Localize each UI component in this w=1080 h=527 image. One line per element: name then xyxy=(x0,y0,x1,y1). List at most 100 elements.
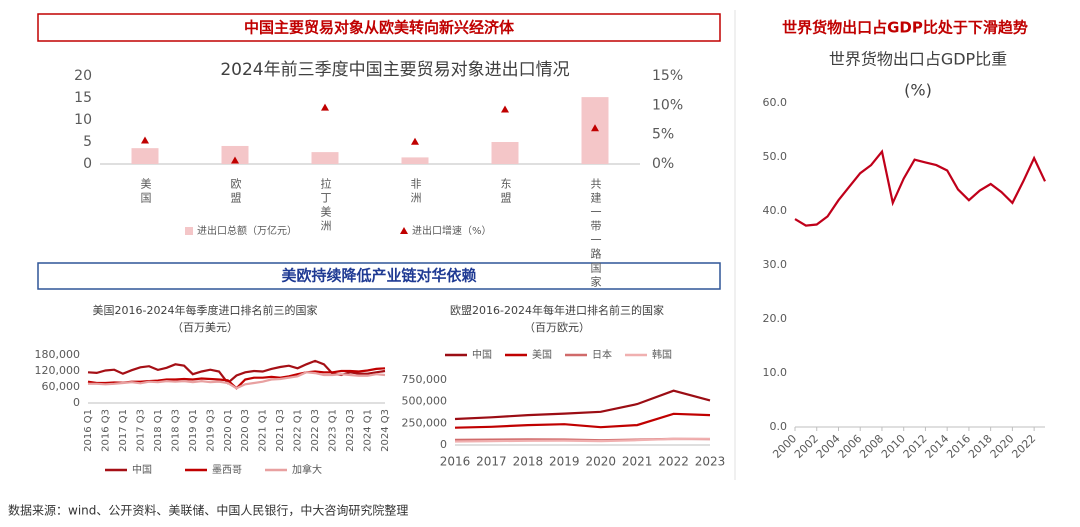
marker xyxy=(501,105,509,113)
legend-swatch xyxy=(185,227,193,235)
x-tick-label: 2023 Q1 xyxy=(328,409,339,452)
x-tick-label: 2020 xyxy=(988,432,1017,461)
bar xyxy=(401,157,429,164)
y-tick-label: 20 xyxy=(74,68,92,84)
y2-tick-label: 10% xyxy=(652,97,683,113)
legend-label: 中国 xyxy=(132,463,152,476)
marker xyxy=(411,137,419,145)
chart-title: 世界货物出口占GDP比重 xyxy=(829,50,1007,69)
x-tick-label: 2000 xyxy=(770,432,799,461)
legend-label: 日本 xyxy=(592,348,612,361)
chart-subtitle: (%) xyxy=(904,81,932,100)
bar xyxy=(491,142,519,164)
x-tick-label: 共建一带一路国家 xyxy=(589,178,602,290)
header: 世界货物出口占GDP比处于下滑趋势 xyxy=(782,19,1028,37)
marker xyxy=(231,156,239,164)
legend-label: 加拿大 xyxy=(292,463,322,476)
y2-tick-label: 5% xyxy=(652,127,674,143)
x-tick-label: 2018 xyxy=(966,432,995,461)
x-tick-label: 2024 Q3 xyxy=(380,409,391,452)
x-tick-label: 2020 Q1 xyxy=(223,409,234,452)
x-tick-label: 2019 Q3 xyxy=(205,409,216,452)
x-tick-label: 2018 Q3 xyxy=(170,409,181,452)
y-tick-label: 60.0 xyxy=(763,96,788,109)
x-tick-label: 2021 Q1 xyxy=(258,409,269,452)
legend-label: 进出口总额（万亿元） xyxy=(197,224,297,237)
y2-tick-label: 0% xyxy=(652,156,674,172)
x-tick-label: 美国 xyxy=(139,178,152,206)
x-tick-label: 2010 xyxy=(879,432,908,461)
x-tick-label: 2022 Q3 xyxy=(310,409,321,452)
y-tick-label: 10.0 xyxy=(763,366,788,379)
x-tick-label: 2020 Q3 xyxy=(240,409,251,452)
legend-label: 美国 xyxy=(532,348,552,361)
bar xyxy=(221,145,249,164)
marker xyxy=(141,136,149,144)
x-tick-label: 2019 xyxy=(549,455,580,469)
x-tick-label: 2023 xyxy=(695,455,726,469)
line xyxy=(87,367,386,390)
chart-subtitle: （百万美元） xyxy=(172,321,238,334)
legend-label: 进出口增速（%） xyxy=(412,224,492,237)
bar xyxy=(311,152,339,164)
x-tick-label: 2019 Q1 xyxy=(188,409,199,452)
bar xyxy=(131,148,159,164)
x-tick-label: 2024 Q1 xyxy=(363,409,374,452)
legend-label: 墨西哥 xyxy=(212,464,242,476)
x-tick-label: 2023 Q3 xyxy=(345,409,356,452)
x-tick-label: 非洲 xyxy=(409,178,422,206)
line xyxy=(454,389,711,421)
line xyxy=(794,149,1046,227)
x-tick-label: 2004 xyxy=(814,432,843,461)
y-tick-label: 500,000 xyxy=(402,395,448,408)
chart-subtitle: （百万欧元） xyxy=(524,321,590,334)
x-tick-label: 2018 Q1 xyxy=(153,409,164,452)
x-tick-label: 2014 xyxy=(922,432,951,461)
y-tick-label: 30.0 xyxy=(763,258,788,271)
x-tick-label: 2017 Q1 xyxy=(118,409,129,452)
line xyxy=(454,437,711,443)
y-tick-label: 0 xyxy=(83,156,92,172)
line xyxy=(88,371,386,390)
x-tick-label: 欧盟 xyxy=(229,178,242,206)
chart-title: 美国2016-2024年每季度进口排名前三的国家 xyxy=(93,303,318,317)
x-tick-label: 2008 xyxy=(857,432,886,461)
y-tick-label: 60,000 xyxy=(42,380,81,393)
x-tick-label: 东盟 xyxy=(499,178,512,206)
y-tick-label: 0.0 xyxy=(770,420,788,433)
x-tick-label: 2017 Q3 xyxy=(135,409,146,452)
header: 中国主要贸易对象从欧美转向新兴经济体 xyxy=(244,19,515,37)
header-box xyxy=(37,13,721,42)
chart-title: 欧盟2016-2024年每年进口排名前三的国家 xyxy=(450,303,664,317)
y-tick-label: 0 xyxy=(440,438,447,451)
x-tick-label: 2016 xyxy=(944,432,973,461)
x-tick-label: 2021 Q3 xyxy=(275,409,286,452)
y-tick-label: 180,000 xyxy=(35,348,81,361)
x-tick-label: 2022 xyxy=(658,455,689,469)
x-tick-label: 2012 xyxy=(901,432,930,461)
x-tick-label: 2016 Q1 xyxy=(83,409,94,452)
legend-label: 中国 xyxy=(472,348,492,361)
line xyxy=(454,412,711,429)
x-tick-label: 2022 xyxy=(1009,432,1038,461)
x-tick-label: 拉丁美洲 xyxy=(319,177,332,234)
x-tick-label: 2021 xyxy=(622,455,653,469)
y-tick-label: 40.0 xyxy=(763,204,788,217)
y-tick-label: 250,000 xyxy=(402,416,448,429)
x-tick-label: 2006 xyxy=(835,432,864,461)
y-tick-label: 750,000 xyxy=(402,373,448,386)
legend-swatch xyxy=(400,227,408,234)
marker xyxy=(591,124,599,132)
x-tick-label: 2022 Q1 xyxy=(293,409,304,452)
chart-title: 2024年前三季度中国主要贸易对象进出口情况 xyxy=(220,60,569,80)
marker xyxy=(321,103,329,111)
x-tick-label: 2020 xyxy=(585,455,616,469)
x-tick-label: 2018 xyxy=(513,455,544,469)
y-tick-label: 20.0 xyxy=(763,312,788,325)
y-tick-label: 50.0 xyxy=(763,150,788,163)
source-note: 数据来源：wind、公开资料、美联储、中国人民银行，中大咨询研究院整理 xyxy=(8,503,408,518)
y2-tick-label: 15% xyxy=(652,68,683,84)
header-box xyxy=(37,262,721,290)
